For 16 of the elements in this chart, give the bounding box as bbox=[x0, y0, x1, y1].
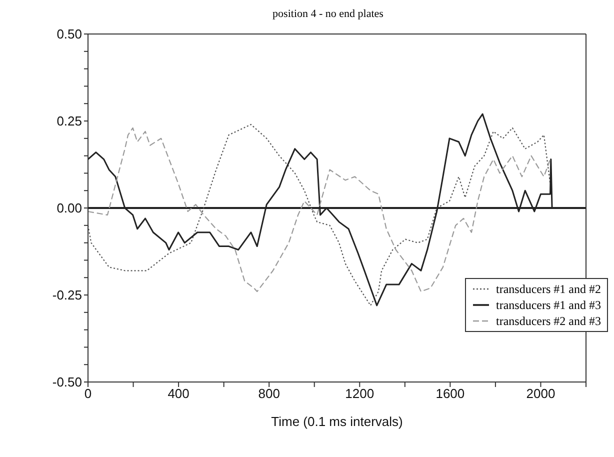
x-tick-label: 1600 bbox=[436, 386, 465, 402]
legend-label: transducers #2 and #3 bbox=[496, 313, 601, 329]
x-tick-label: 0 bbox=[84, 386, 92, 402]
x-tick-label: 800 bbox=[258, 386, 280, 402]
x-tick-label: 1200 bbox=[345, 386, 374, 402]
y-tick-label: -0.50 bbox=[52, 374, 82, 390]
x-tick-label: 400 bbox=[168, 386, 190, 402]
legend-label: transducers #1 and #2 bbox=[496, 281, 601, 297]
y-tick-label: 0.25 bbox=[56, 114, 82, 129]
y-tick-label: 0.50 bbox=[56, 26, 82, 42]
x-tick-label: 2000 bbox=[526, 386, 556, 402]
chart-title: position 4 - no end plates bbox=[272, 8, 384, 20]
legend-label: transducers #1 and #3 bbox=[496, 297, 601, 313]
y-tick-label: 0.00 bbox=[56, 200, 82, 216]
x-axis-title: Time (0.1 ms intervals) bbox=[271, 414, 403, 429]
y-tick-label: -0.25 bbox=[52, 288, 82, 303]
